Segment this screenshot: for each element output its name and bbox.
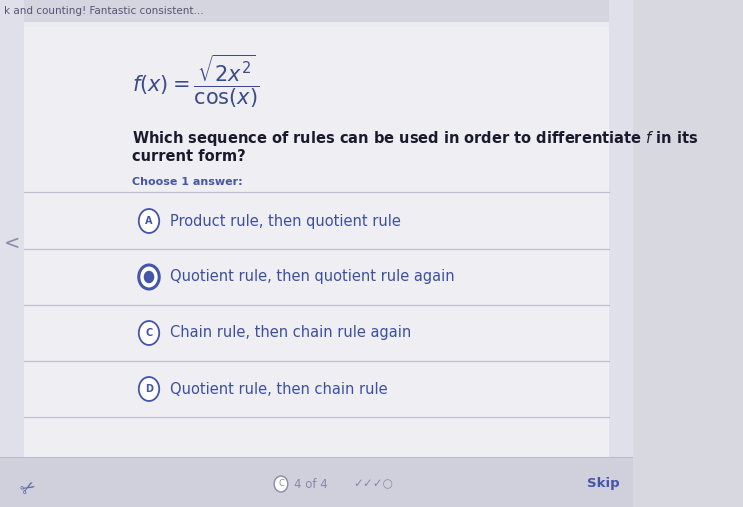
Text: Product rule, then quotient rule: Product rule, then quotient rule bbox=[170, 213, 401, 229]
Circle shape bbox=[139, 377, 159, 401]
Text: current form?: current form? bbox=[132, 149, 246, 164]
Circle shape bbox=[274, 476, 288, 492]
Bar bbox=[24, 249, 609, 305]
Bar bbox=[609, 0, 632, 485]
Bar bbox=[24, 305, 609, 361]
Text: k and counting! Fantastic consistent...: k and counting! Fantastic consistent... bbox=[4, 6, 204, 16]
Text: Quotient rule, then chain rule: Quotient rule, then chain rule bbox=[170, 381, 388, 396]
Text: <: < bbox=[4, 234, 20, 252]
Bar bbox=[24, 361, 609, 417]
Bar bbox=[0, 0, 24, 485]
Text: 4 of 4: 4 of 4 bbox=[293, 478, 328, 490]
Text: Chain rule, then chain rule again: Chain rule, then chain rule again bbox=[170, 325, 412, 341]
Text: Skip: Skip bbox=[587, 478, 620, 490]
Circle shape bbox=[143, 271, 155, 283]
Circle shape bbox=[139, 321, 159, 345]
Text: C: C bbox=[146, 328, 152, 338]
Bar bbox=[24, 193, 609, 249]
Text: $f(x) = \dfrac{\sqrt{2x^2}}{\cos(x)}$: $f(x) = \dfrac{\sqrt{2x^2}}{\cos(x)}$ bbox=[132, 52, 259, 110]
Circle shape bbox=[139, 209, 159, 233]
Circle shape bbox=[139, 265, 159, 289]
Text: ✂: ✂ bbox=[17, 478, 39, 500]
Text: Quotient rule, then quotient rule again: Quotient rule, then quotient rule again bbox=[170, 270, 455, 284]
Bar bbox=[0, 457, 632, 507]
Text: Which sequence of rules can be used in order to differentiate $f$ in its: Which sequence of rules can be used in o… bbox=[132, 129, 698, 148]
Text: C: C bbox=[278, 480, 284, 489]
Bar bbox=[0, 0, 632, 22]
Text: ✓✓✓○: ✓✓✓○ bbox=[354, 478, 393, 490]
Text: Choose 1 answer:: Choose 1 answer: bbox=[132, 177, 243, 187]
Text: A: A bbox=[145, 216, 153, 226]
Bar bbox=[24, 27, 609, 457]
Text: D: D bbox=[145, 384, 153, 394]
